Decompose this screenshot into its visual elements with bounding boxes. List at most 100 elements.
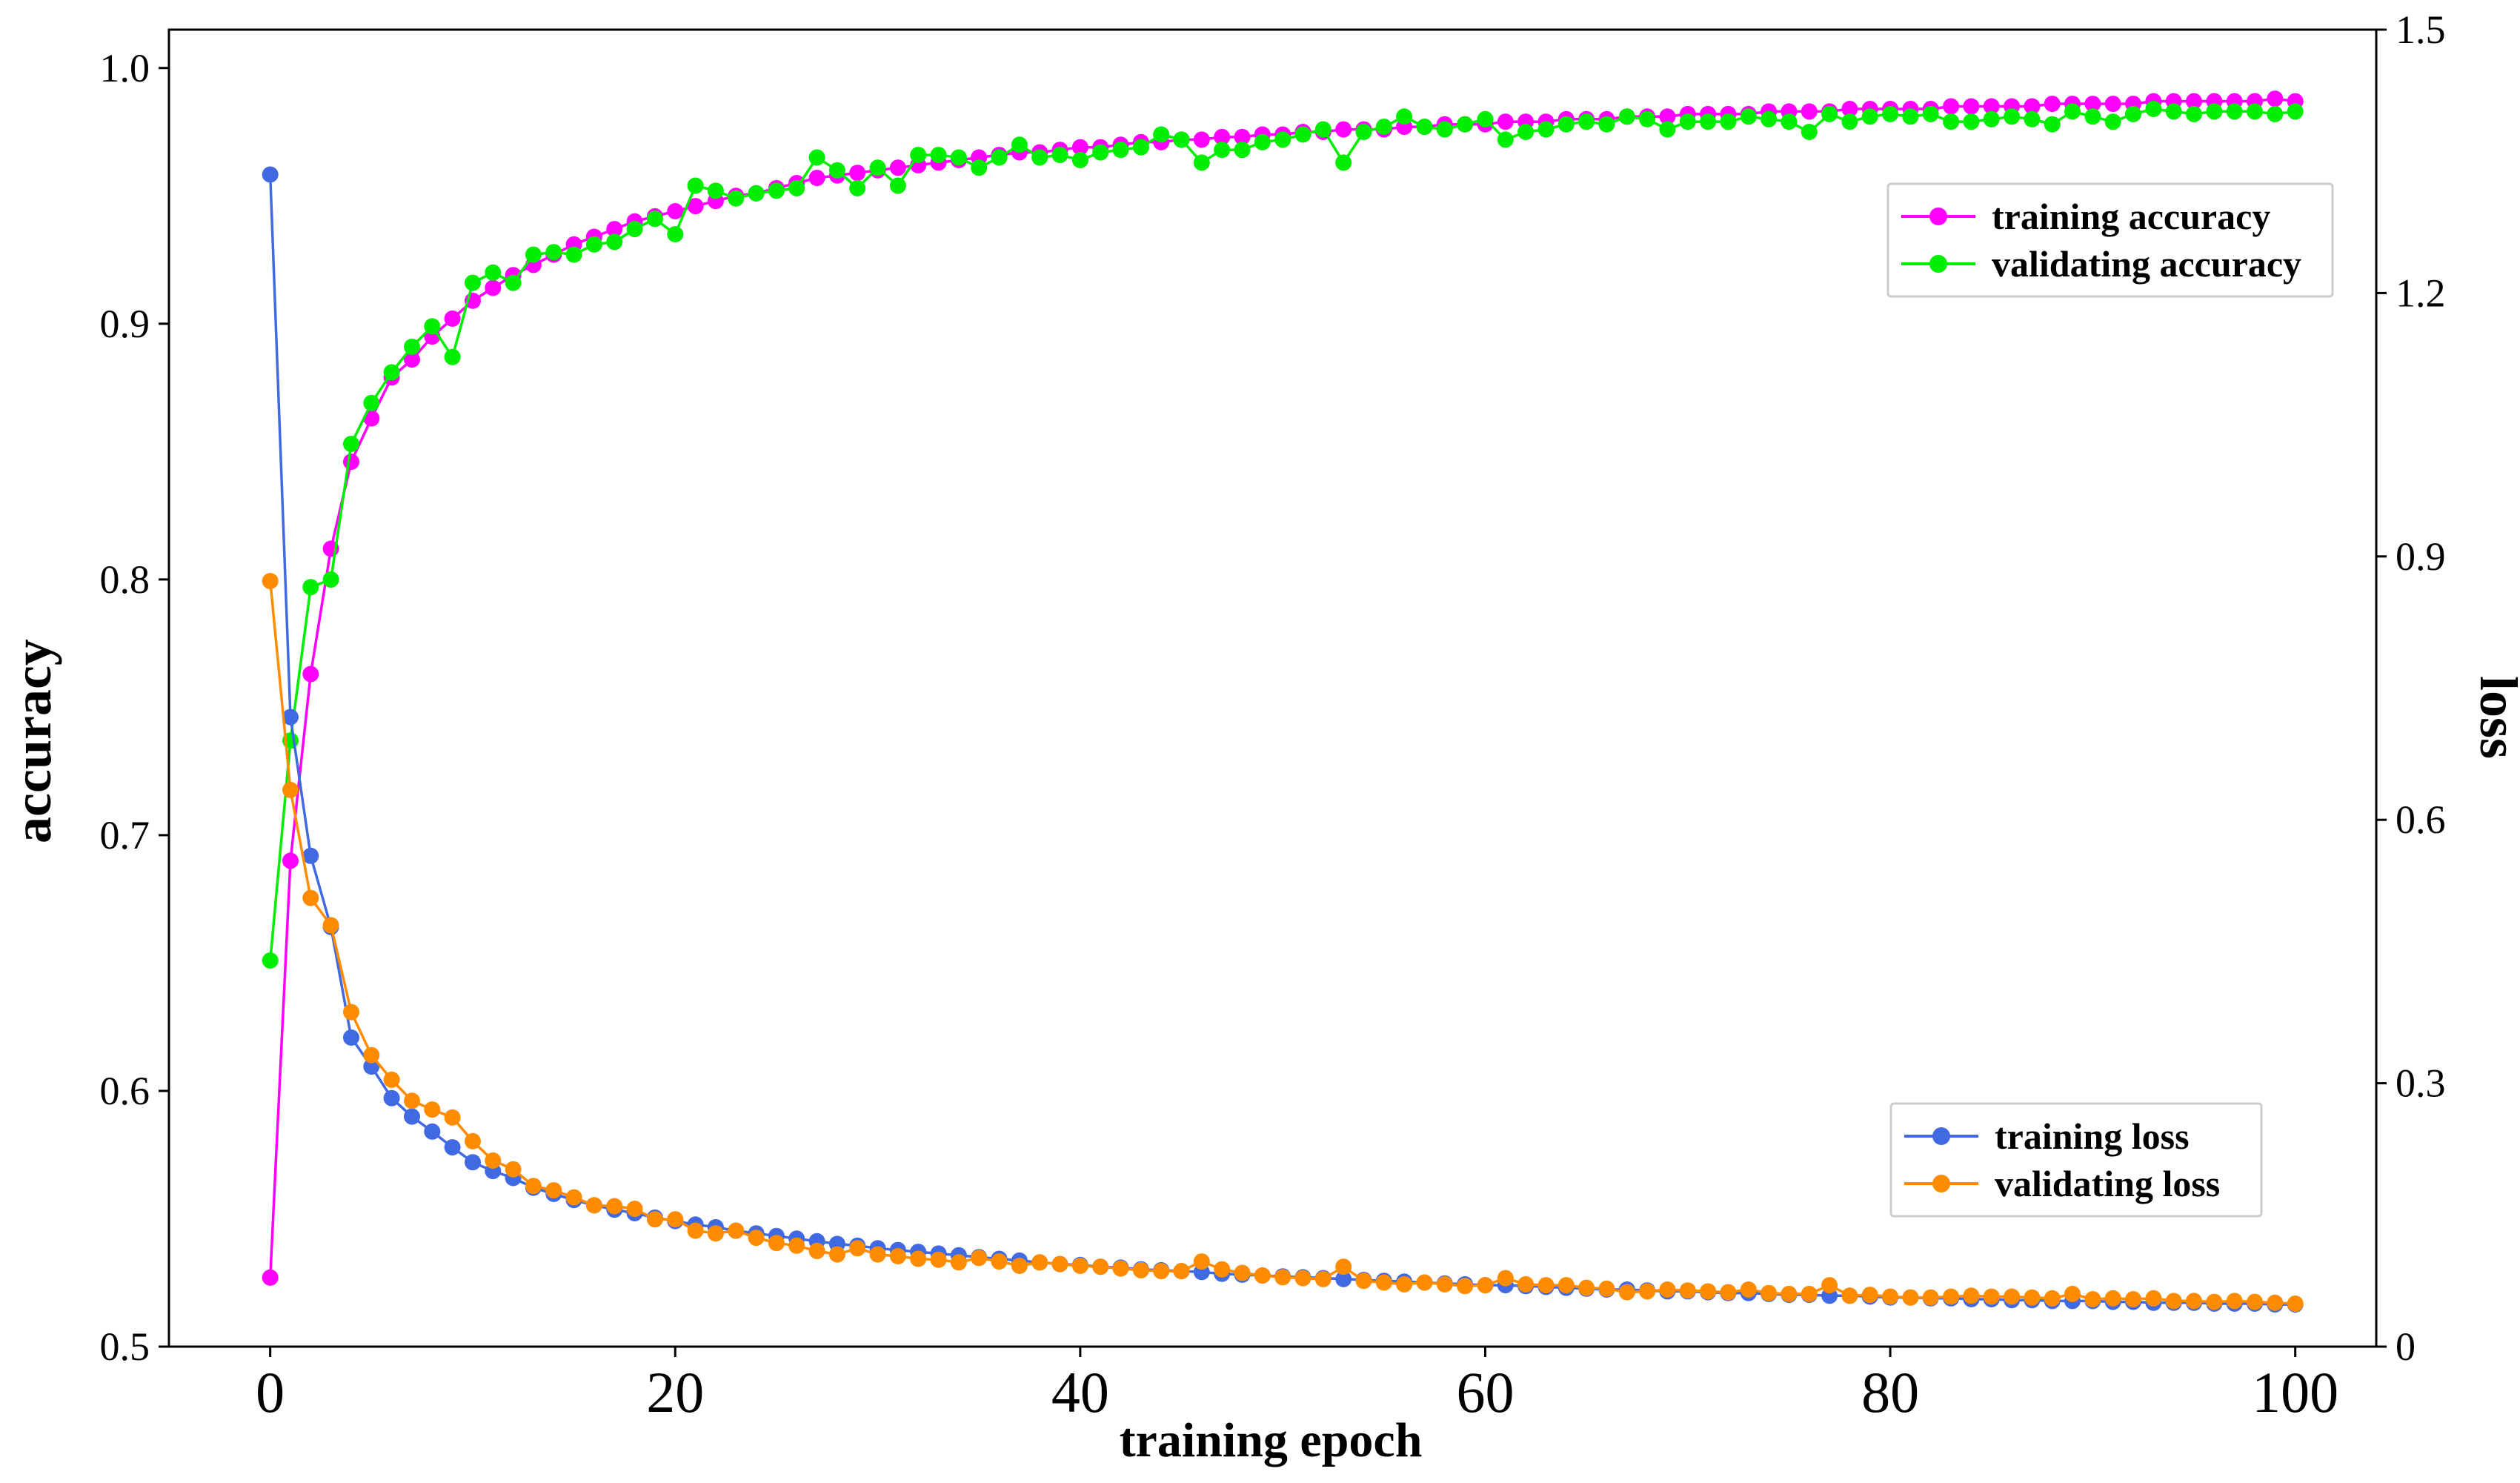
x-tick-label: 100 [2252,1360,2338,1424]
validating-loss-point [2084,1291,2101,1307]
validating-loss-point [1943,1288,1960,1305]
validating-loss-point [1132,1261,1149,1278]
validating-loss-point [889,1248,906,1264]
x-tick-label: 60 [1456,1360,1514,1424]
validating-loss-point [1173,1263,1190,1280]
validating-accuracy-point [687,177,704,194]
validating-loss-point [667,1211,684,1228]
validating-loss-point [849,1240,866,1257]
validating-loss-point [687,1222,704,1239]
validating-loss-point [930,1251,947,1268]
loss-legend-swatch-marker [1932,1175,1950,1192]
validating-accuracy-point [1416,119,1433,136]
validating-loss-point [2145,1290,2162,1307]
validating-loss-point [646,1211,663,1228]
accuracy-legend-box [1886,182,2334,298]
validating-loss-point [383,1071,400,1088]
validating-loss-point [302,889,319,906]
training-loss-point [363,1058,380,1075]
plot-frame [167,28,2378,1348]
validating-loss-point [585,1197,602,1214]
validating-accuracy-point [525,246,542,263]
validating-accuracy-point [2226,103,2243,120]
validating-loss-point [1457,1278,1474,1295]
validating-accuracy-point [1821,105,1838,122]
validating-accuracy-point [1234,142,1251,159]
validating-accuracy-point [788,179,805,196]
training-accuracy-point [667,203,684,219]
training-accuracy-point [1234,128,1251,145]
validating-accuracy-point [1051,147,1068,164]
validating-accuracy-point [869,159,886,176]
validating-accuracy-point [646,210,663,228]
validating-loss-point [1841,1287,1858,1304]
validating-accuracy-point [1071,152,1088,168]
validating-loss-point [788,1237,805,1254]
validating-accuracy-point [1963,113,1980,130]
validating-accuracy-point [849,179,866,196]
validating-loss-point [728,1222,745,1239]
validating-loss-point [565,1189,582,1206]
validating-loss-point [2186,1293,2202,1310]
training-accuracy-point [1841,101,1858,117]
validating-loss-point [950,1254,967,1271]
validating-loss-point [1153,1263,1170,1280]
validating-loss-point [1578,1279,1595,1296]
validating-accuracy-point [465,274,481,291]
validating-accuracy-point [1092,144,1109,161]
validating-loss-point [1902,1289,1919,1306]
left-y-tick-label: 0.7 [100,813,150,857]
validating-loss-point [1254,1267,1271,1284]
training-accuracy-point [687,198,704,215]
validating-loss-point [1801,1285,1818,1302]
validating-accuracy-point [1031,149,1048,166]
training-accuracy-point [343,454,359,471]
validating-accuracy-point [1396,108,1413,125]
validating-loss-point [343,1003,359,1021]
validating-accuracy-point [1761,110,1778,127]
validating-loss-point [2226,1293,2243,1310]
validating-accuracy-point [485,264,502,281]
training-accuracy-point [1801,103,1818,120]
training-accuracy-point [889,159,906,176]
validating-accuracy-point [2206,103,2223,120]
validating-accuracy-point [808,149,825,166]
validating-loss-point [262,573,279,589]
training-loss-point [262,166,279,183]
validating-accuracy-point [545,244,562,261]
validating-loss-point [2125,1291,2141,1307]
training-accuracy-point [606,221,623,238]
validating-accuracy-point [1537,121,1555,138]
validating-loss-point [768,1235,785,1252]
validating-loss-point [1781,1285,1798,1302]
validating-accuracy-point [343,436,359,452]
training-accuracy-point [2267,90,2284,107]
loss-legend-swatch-marker [1932,1127,1950,1145]
training-accuracy-point [1214,128,1231,145]
right-y-tick-label: 0.3 [2396,1061,2446,1106]
validating-loss-point [1436,1275,1453,1293]
x-tick-label: 40 [1051,1360,1109,1424]
validating-loss-point [1051,1255,1068,1273]
validating-loss-point [1821,1277,1838,1294]
validating-accuracy-point [1355,124,1372,140]
validating-accuracy-point [1477,110,1494,127]
validating-accuracy-point [2004,108,2021,125]
validating-accuracy-point [1659,121,1676,138]
validating-loss-point [2165,1293,2182,1310]
validating-loss-point [2064,1285,2081,1302]
validating-loss-point [2247,1293,2263,1310]
training-loss-point [282,709,299,726]
validating-accuracy-point [1557,116,1575,133]
validating-accuracy-point [950,149,967,166]
validating-loss-point [2206,1293,2223,1310]
validating-accuracy-point [2064,103,2081,120]
validating-accuracy-point [1112,142,1129,159]
validating-loss-point [991,1253,1008,1270]
validating-loss-point [1861,1287,1878,1304]
validating-loss-point [282,781,299,798]
validating-loss-point [748,1230,765,1247]
validating-accuracy-point [1983,110,2000,127]
validating-accuracy-point [1861,108,1878,125]
